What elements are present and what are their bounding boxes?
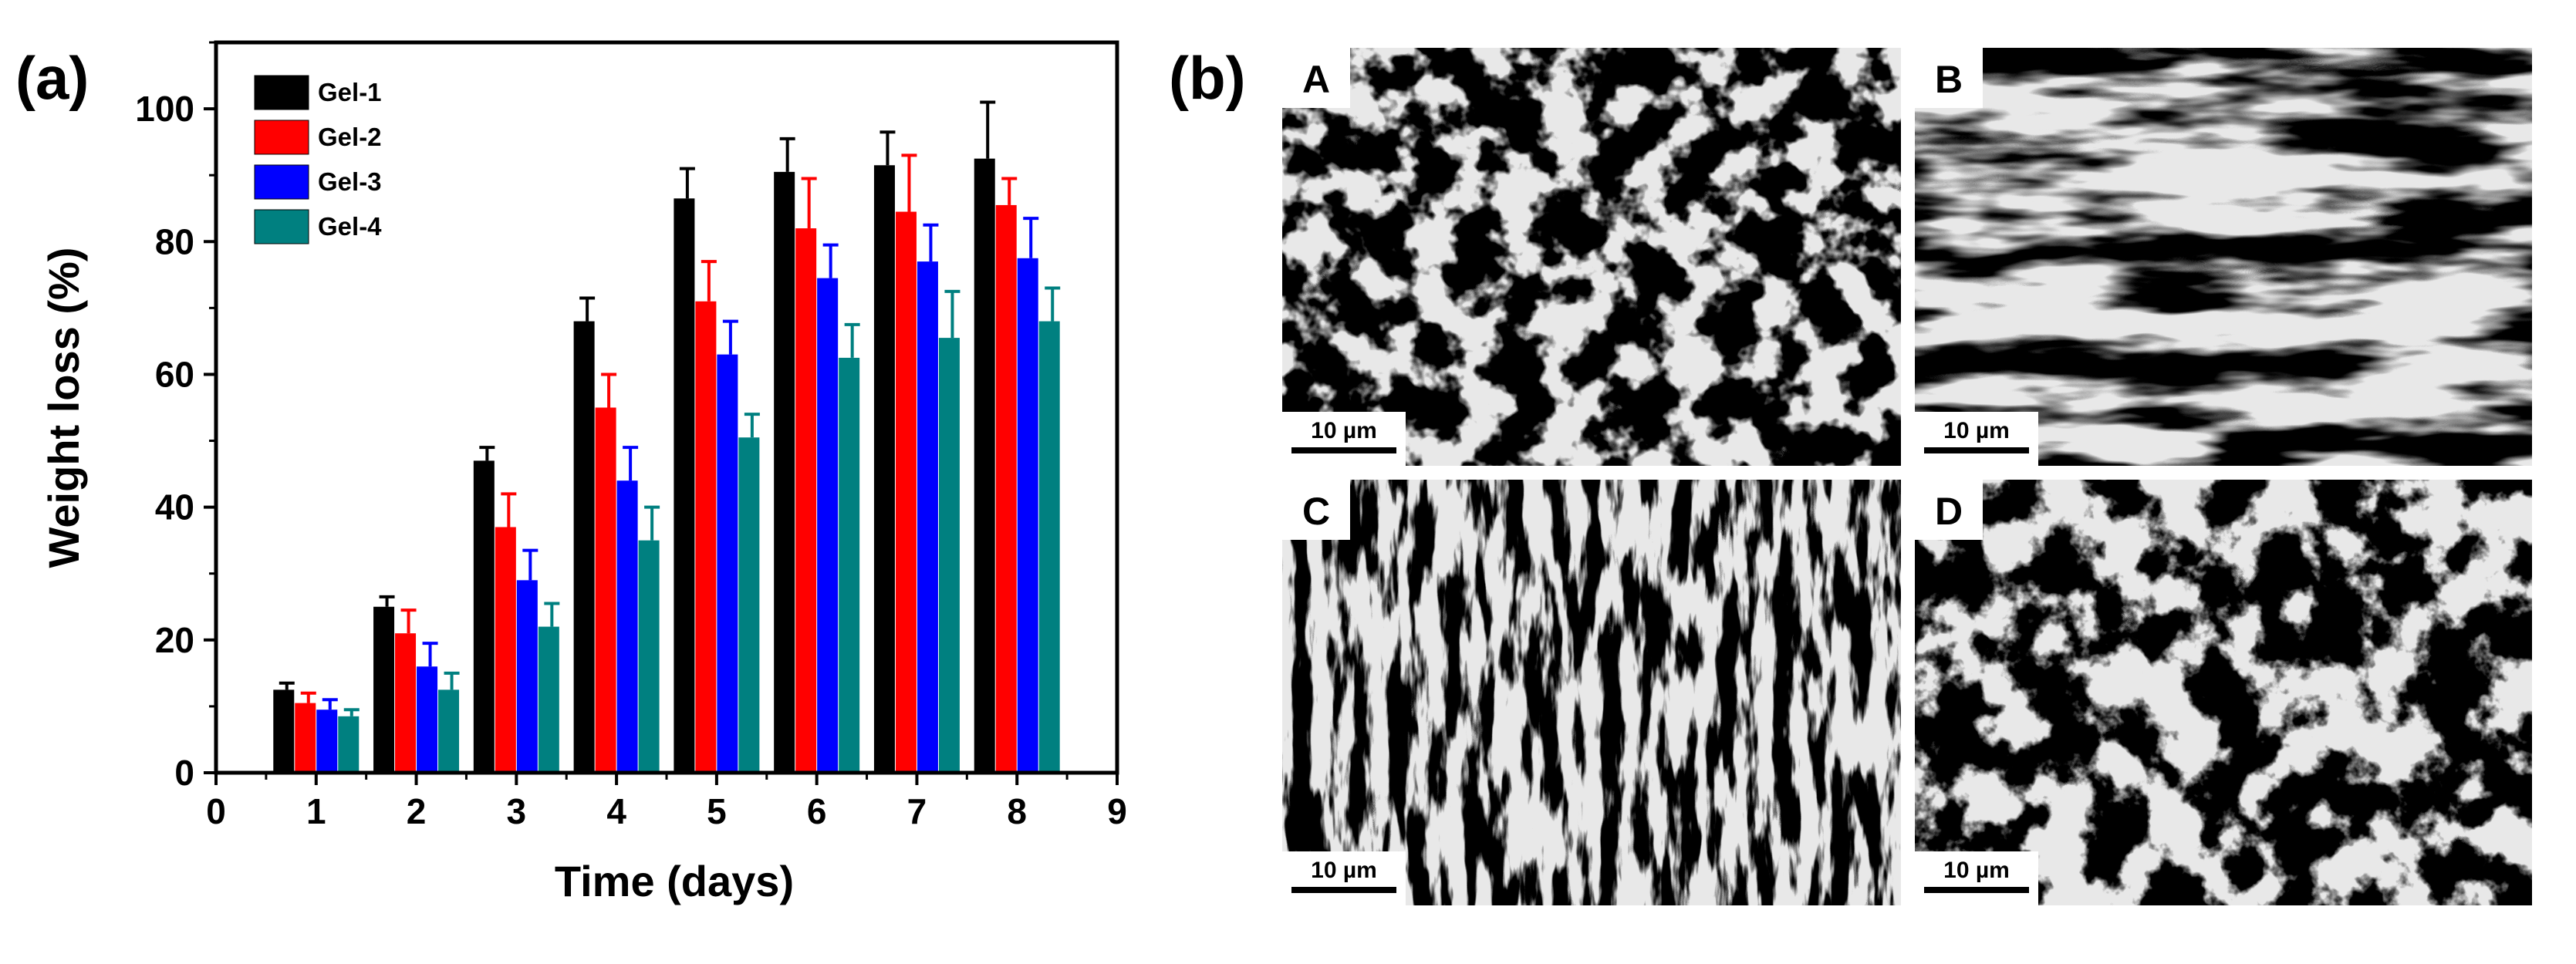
legend-label-gel-3: Gel-3 [318, 167, 382, 196]
sem-label: D [1935, 490, 1963, 533]
bar-gel-2-day-6 [795, 228, 817, 773]
bar-gel-1-day-2 [373, 606, 395, 773]
bar-gel-4-day-5 [738, 437, 760, 773]
panel-b-label: (b) [1169, 44, 1246, 112]
x-tick-label: 1 [306, 791, 326, 831]
scale-bar-box [1915, 412, 2038, 466]
legend-label-gel-2: Gel-2 [318, 123, 382, 151]
panel-a-label: (a) [15, 44, 89, 112]
sem-image-b: B 10 µm [1915, 48, 2532, 466]
sem-label: C [1302, 490, 1330, 533]
bar-gel-3-day-3 [516, 580, 538, 773]
bar-gel-2-day-5 [695, 301, 717, 774]
x-tick-label: 3 [507, 791, 527, 831]
sem-pores [1282, 480, 1901, 905]
legend-swatch-gel-3 [254, 164, 309, 200]
y-tick-label: 60 [155, 354, 194, 394]
scale-bar-text: 10 µm [1311, 418, 1377, 443]
y-tick-label: 0 [174, 753, 194, 793]
legend-swatch-gel-4 [254, 209, 309, 244]
scale-bar-text: 10 µm [1311, 858, 1377, 883]
scale-bar-text: 10 µm [1943, 858, 2010, 883]
bar-gel-4-day-7 [938, 338, 960, 773]
sem-pores [1282, 48, 1901, 466]
bar-gel-1-day-3 [473, 460, 495, 773]
scale-bar-text: 10 µm [1943, 418, 2010, 443]
bar-gel-2-day-2 [395, 633, 417, 773]
scale-bar-box [1282, 412, 1406, 466]
sem-label-box [1915, 48, 1983, 108]
x-tick-label: 9 [1107, 791, 1127, 831]
legend-swatch-gel-1 [254, 75, 309, 110]
sem-panels: A 10 µm B 10 µm C 10 µm D 10 µm [1282, 48, 2532, 905]
bar-gel-4-day-2 [438, 689, 460, 773]
y-tick-label: 20 [155, 620, 194, 660]
x-tick-label: 2 [407, 791, 427, 831]
bar-gel-1-day-6 [774, 171, 795, 774]
x-tick-label: 4 [606, 791, 626, 831]
y-tick-label: 40 [155, 487, 194, 528]
sem-image-d: D 10 µm [1915, 480, 2532, 905]
sem-label-box [1915, 480, 1983, 540]
x-tick-label: 0 [206, 791, 226, 831]
bar-gel-3-day-7 [917, 261, 938, 774]
bar-gel-4-day-6 [839, 357, 860, 773]
bars-layer [273, 158, 1060, 774]
bar-gel-3-day-4 [616, 480, 638, 773]
scale-bar-line [1924, 447, 2029, 453]
x-tick-label: 8 [1007, 791, 1027, 831]
sem-label-box [1282, 480, 1350, 540]
bar-gel-1-day-7 [873, 165, 895, 773]
legend-label-gel-1: Gel-1 [318, 78, 382, 106]
bar-gel-4-day-3 [538, 626, 559, 773]
bar-gel-3-day-1 [316, 710, 338, 773]
bar-gel-1-day-1 [273, 689, 295, 773]
bar-gel-2-day-1 [295, 703, 316, 773]
bar-chart: 0 1 2 3 4 5 6 7 8 9 0 20 40 60 80 100 Time (days) Weig… [39, 40, 1127, 905]
sem-label-box [1282, 48, 1350, 108]
legend-label-gel-4: Gel-4 [318, 212, 382, 241]
x-tick-label: 6 [807, 791, 827, 831]
scale-bar-line [1291, 447, 1396, 453]
sem-image-a: A 10 µm [1282, 48, 1901, 466]
sem-pores [1915, 48, 2532, 466]
y-axis-ticks: 0 20 40 60 80 100 [135, 41, 216, 793]
bar-gel-1-day-8 [974, 158, 995, 774]
bar-gel-4-day-1 [338, 716, 360, 773]
bar-gel-4-day-4 [638, 540, 660, 773]
bar-gel-2-day-3 [495, 527, 516, 773]
sem-label: A [1302, 58, 1330, 101]
sem-label: B [1935, 58, 1963, 101]
sem-image-c: C 10 µm [1282, 480, 1901, 905]
y-axis-label: Weight loss (%) [39, 248, 88, 568]
bar-gel-2-day-7 [895, 211, 917, 773]
scale-bar-box [1915, 851, 2038, 905]
scale-bar-box [1282, 851, 1406, 905]
bar-gel-1-day-4 [573, 321, 595, 774]
x-axis-label: Time (days) [555, 857, 794, 905]
x-axis-ticks: 0 1 2 3 4 5 6 7 8 9 [206, 773, 1127, 831]
bar-gel-2-day-8 [995, 204, 1017, 773]
x-tick-label: 7 [907, 791, 927, 831]
bar-gel-3-day-5 [717, 354, 738, 773]
legend: Gel-1 Gel-2 Gel-3 Gel-4 [254, 75, 382, 244]
scale-bar-line [1291, 887, 1396, 893]
bar-gel-2-day-4 [595, 407, 616, 773]
bar-gel-3-day-6 [817, 278, 839, 773]
bar-gel-3-day-8 [1017, 258, 1038, 774]
legend-swatch-gel-2 [254, 120, 309, 155]
y-tick-label: 80 [155, 221, 194, 261]
bar-gel-1-day-5 [674, 198, 695, 774]
sem-pores [1915, 480, 2532, 905]
bar-gel-3-day-2 [417, 666, 438, 773]
y-tick-label: 100 [135, 89, 194, 129]
bar-gel-4-day-8 [1038, 321, 1060, 774]
error-bars-layer [279, 100, 1061, 716]
scale-bar-line [1924, 887, 2029, 893]
x-tick-label: 5 [707, 791, 727, 831]
